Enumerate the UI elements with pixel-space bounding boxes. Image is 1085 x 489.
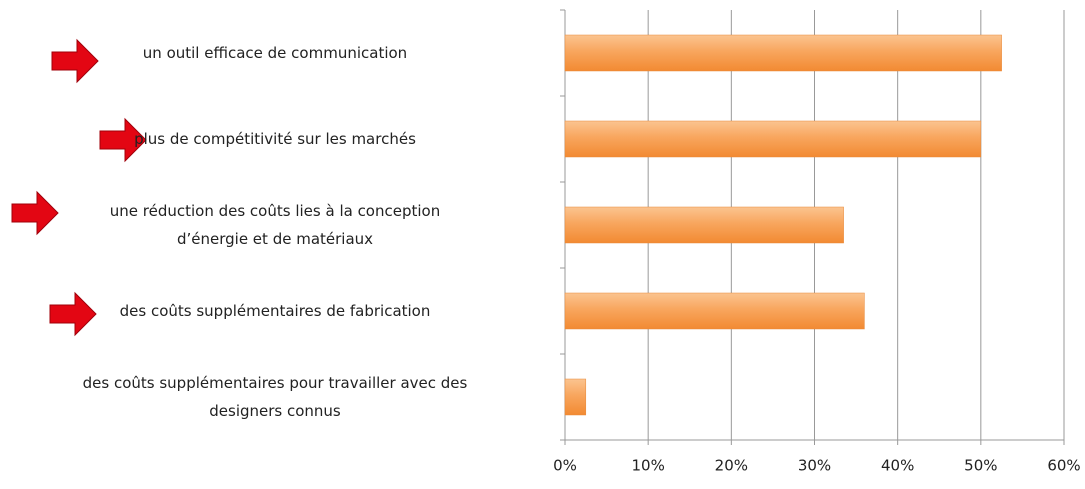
x-tick-label: 10%	[631, 457, 664, 475]
arrow	[51, 38, 99, 84]
bar	[564, 34, 1002, 72]
bar	[564, 378, 587, 416]
y-tick-label: plus de compétitivité sur les marchés	[134, 130, 416, 148]
x-tick-label: 30%	[798, 457, 831, 475]
arrow	[99, 117, 147, 163]
y-tick-label: des coûts supplémentaires pour travaille…	[82, 374, 468, 420]
x-tick-label: 20%	[715, 457, 748, 475]
y-tick-label: un outil efficace de communication	[142, 44, 408, 62]
bar	[564, 292, 865, 330]
y-tick-label: des coûts supplémentaires de fabrication	[119, 302, 431, 320]
arrow	[49, 291, 97, 337]
x-tick-label: 50%	[964, 457, 997, 475]
x-tick-label: 60%	[1047, 457, 1080, 475]
x-tick-label: 0%	[553, 457, 577, 475]
bar	[564, 120, 982, 158]
arrow	[11, 190, 59, 236]
bar	[564, 206, 844, 244]
y-tick-label: une réduction des coûts lies à la concep…	[109, 202, 441, 248]
arrows	[11, 38, 147, 337]
x-tick-label: 40%	[881, 457, 914, 475]
